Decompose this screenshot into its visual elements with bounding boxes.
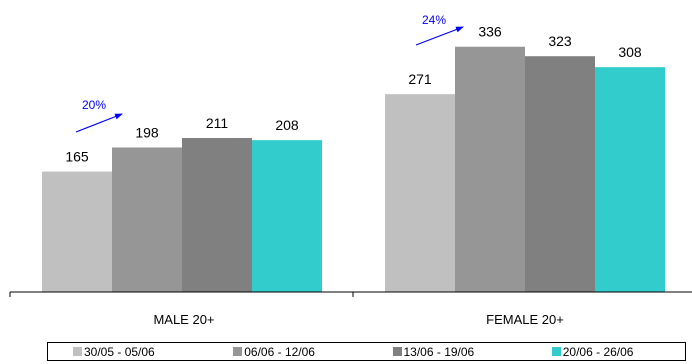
bar-male-series-4 bbox=[252, 140, 322, 292]
growth-annotation-female: 24% bbox=[422, 13, 446, 27]
bar-male-series-1 bbox=[42, 171, 112, 292]
legend-label: 30/05 - 05/06 bbox=[84, 344, 155, 359]
bar-female-series-1 bbox=[385, 94, 455, 292]
bar-male-series-3 bbox=[182, 137, 252, 292]
bar-value-label: 336 bbox=[478, 24, 502, 40]
bar-value-label: 198 bbox=[135, 124, 159, 140]
bar-chart: 165 198 211 208 271 336 323 308 MALE 20+ FEMALE… bbox=[9, 13, 692, 327]
legend-label: 06/06 - 12/06 bbox=[244, 344, 315, 359]
legend-item: 13/06 - 19/06 bbox=[367, 345, 526, 359]
legend: 30/05 - 05/06 06/06 - 12/06 13/06 - 19/0… bbox=[47, 342, 686, 361]
bar-value-label: 211 bbox=[206, 115, 229, 131]
growth-arrow-male bbox=[75, 113, 123, 133]
category-label-male: MALE 20+ bbox=[153, 312, 214, 327]
growth-annotation-male: 20% bbox=[82, 98, 106, 112]
legend-label: 13/06 - 19/06 bbox=[403, 344, 475, 359]
bar-value-label: 271 bbox=[408, 71, 432, 87]
bar-value-label: 308 bbox=[618, 44, 642, 60]
legend-swatch bbox=[392, 347, 402, 356]
bar-value-label: 208 bbox=[275, 117, 299, 133]
bar-female-series-4 bbox=[595, 67, 665, 292]
growth-arrow-female bbox=[415, 26, 464, 46]
legend-swatch bbox=[233, 347, 243, 356]
legend-item: 20/06 - 26/06 bbox=[526, 345, 685, 359]
legend-label: 20/06 - 26/06 bbox=[562, 344, 634, 359]
bar-value-label: 323 bbox=[548, 33, 572, 49]
legend-swatch bbox=[73, 347, 82, 356]
bar-value-label: 165 bbox=[65, 149, 89, 165]
bar-female-series-2 bbox=[455, 46, 525, 292]
legend-item: 06/06 - 12/06 bbox=[207, 345, 366, 359]
legend-swatch bbox=[551, 347, 561, 356]
legend-item: 30/05 - 05/06 bbox=[48, 345, 207, 359]
bar-male-series-2 bbox=[112, 147, 182, 292]
category-label-female: FEMALE 20+ bbox=[486, 312, 564, 327]
bar-female-series-3 bbox=[525, 56, 595, 293]
